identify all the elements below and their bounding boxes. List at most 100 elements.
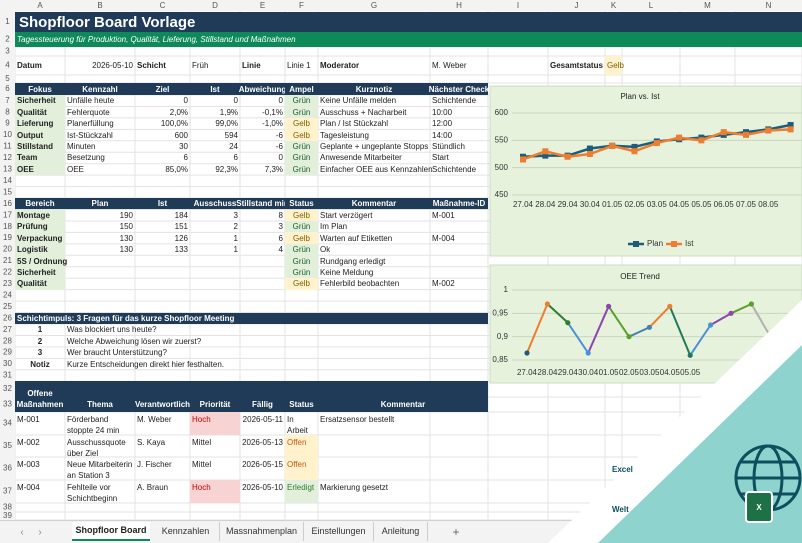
legend-label: Ist bbox=[685, 239, 694, 248]
table-header: Status bbox=[285, 381, 318, 412]
point bbox=[687, 352, 693, 358]
table-cell: Offen bbox=[285, 457, 318, 480]
row-number: 8 bbox=[5, 107, 10, 116]
sheet-tab[interactable]: Shopfloor Board bbox=[72, 522, 150, 541]
x-tick-label: 28.04 bbox=[535, 200, 556, 209]
sheet-tab[interactable]: Anleitung bbox=[374, 522, 428, 541]
point bbox=[524, 350, 530, 356]
row-number: 24 bbox=[3, 290, 12, 299]
table-cell: 0 bbox=[183, 96, 188, 106]
line-segment bbox=[526, 303, 549, 354]
table-cell: Neue Mitarbeiterin an Station 3 bbox=[67, 460, 133, 480]
table-cell: OEE bbox=[15, 163, 65, 176]
table-cell: Anwesende Mitarbeiter bbox=[320, 153, 402, 163]
chart-title: Plan vs. Ist bbox=[620, 92, 660, 101]
y-tick-label: 450 bbox=[495, 190, 509, 199]
table-header: Stillstand min bbox=[236, 198, 289, 210]
x-tick-label: 01.05 bbox=[599, 368, 620, 377]
row-number: 36 bbox=[3, 464, 12, 473]
table-header: Maßnahme-ID bbox=[430, 198, 488, 210]
table-cell: M-001 bbox=[17, 415, 40, 424]
question-number: 3 bbox=[37, 348, 43, 358]
x-tick-label: 03.05 bbox=[647, 200, 668, 209]
sheet-tab[interactable]: Massnahmenplan bbox=[220, 522, 304, 541]
table-cell: 1 bbox=[233, 245, 238, 255]
row-number: 20 bbox=[3, 245, 12, 254]
sheet-tab[interactable]: Einstellungen bbox=[304, 522, 374, 541]
table-cell: Minuten bbox=[67, 142, 96, 152]
point bbox=[787, 122, 794, 129]
table-cell: Team bbox=[15, 152, 65, 164]
point bbox=[586, 145, 593, 152]
info-label: Moderator bbox=[320, 61, 360, 70]
point bbox=[787, 126, 794, 133]
table-header: Plan bbox=[65, 198, 135, 210]
point bbox=[544, 301, 551, 307]
column-letter: M bbox=[704, 1, 711, 10]
sheet-tab[interactable]: Kennzahlen bbox=[152, 522, 220, 541]
table-cell: M-004 bbox=[17, 483, 40, 492]
row-number: 15 bbox=[3, 187, 12, 196]
table-cell: Ausschuss + Nacharbeit bbox=[320, 107, 407, 117]
table-cell: 92,3% bbox=[215, 164, 238, 174]
table-cell: Offen bbox=[285, 435, 318, 457]
table-cell: 2026-05-13 bbox=[242, 438, 283, 447]
table-cell: 0 bbox=[233, 96, 238, 106]
table-cell: Tagesleistung bbox=[320, 130, 369, 140]
table-cell: 2026-05-11 bbox=[242, 415, 283, 424]
section-header: Schichtimpuls: 3 Fragen für das kurze Sh… bbox=[15, 312, 488, 324]
column-letter: F bbox=[299, 1, 304, 10]
x-tick-label: 30.04 bbox=[580, 200, 601, 209]
line-segment bbox=[607, 305, 630, 338]
row-number: 32 bbox=[3, 384, 12, 393]
table-cell: Grün bbox=[285, 243, 318, 256]
table-cell: Start bbox=[432, 153, 449, 163]
table-cell: Ausschussquote über Ziel bbox=[67, 438, 126, 458]
table-header: Thema bbox=[65, 381, 135, 412]
x-tick-label: 29.04 bbox=[558, 368, 579, 377]
x-tick-label: 03.05 bbox=[639, 368, 660, 377]
column-letter: N bbox=[766, 1, 772, 10]
row-number: 25 bbox=[3, 302, 12, 311]
table-cell: Gelb bbox=[285, 209, 318, 221]
table-cell: 30 bbox=[179, 142, 188, 152]
line-segment bbox=[587, 305, 610, 354]
table-header: Ist bbox=[135, 198, 190, 210]
point bbox=[720, 129, 727, 136]
column-letter: H bbox=[456, 1, 462, 10]
table-cell: Montage bbox=[15, 209, 65, 221]
info-value: Früh bbox=[192, 61, 209, 70]
row-number: 10 bbox=[3, 130, 12, 139]
excel-icon-letter: X bbox=[756, 503, 762, 512]
line-segment bbox=[628, 326, 650, 338]
table-cell: Logistik bbox=[15, 243, 65, 256]
x-tick-label: 27.04 bbox=[517, 368, 538, 377]
y-tick-label: 500 bbox=[495, 163, 509, 172]
table-cell: Schichtende bbox=[432, 96, 477, 106]
table-cell: 3 bbox=[278, 222, 283, 232]
row-number: 2 bbox=[5, 35, 10, 44]
point bbox=[748, 301, 755, 307]
table-cell: Plan / Ist Stückzahl bbox=[320, 119, 389, 129]
table-cell: Stündlich bbox=[432, 142, 465, 152]
question-text: Wer braucht Unterstützung? bbox=[67, 348, 167, 358]
add-sheet[interactable]: + bbox=[452, 524, 460, 539]
column-letter: A bbox=[37, 1, 43, 10]
chart-area bbox=[489, 85, 802, 257]
x-tick-label: 27.04 bbox=[513, 200, 534, 209]
row-number: 7 bbox=[5, 96, 10, 105]
title: Shopfloor Board Vorlage bbox=[15, 12, 802, 32]
question-text: Kurze Entscheidungen direkt hier festhal… bbox=[67, 359, 224, 369]
table-cell: Fehlerbild beobachten bbox=[320, 279, 400, 289]
info-label: Linie bbox=[242, 61, 261, 70]
row-number: 33 bbox=[3, 400, 12, 409]
table-cell: 14:00 bbox=[432, 130, 453, 140]
line-segment bbox=[730, 303, 752, 315]
logo-text: Welt bbox=[612, 505, 629, 514]
table-cell: 190 bbox=[119, 210, 133, 220]
row-number: 12 bbox=[3, 153, 12, 162]
point bbox=[542, 148, 549, 155]
table-cell: -1,0% bbox=[262, 119, 283, 129]
